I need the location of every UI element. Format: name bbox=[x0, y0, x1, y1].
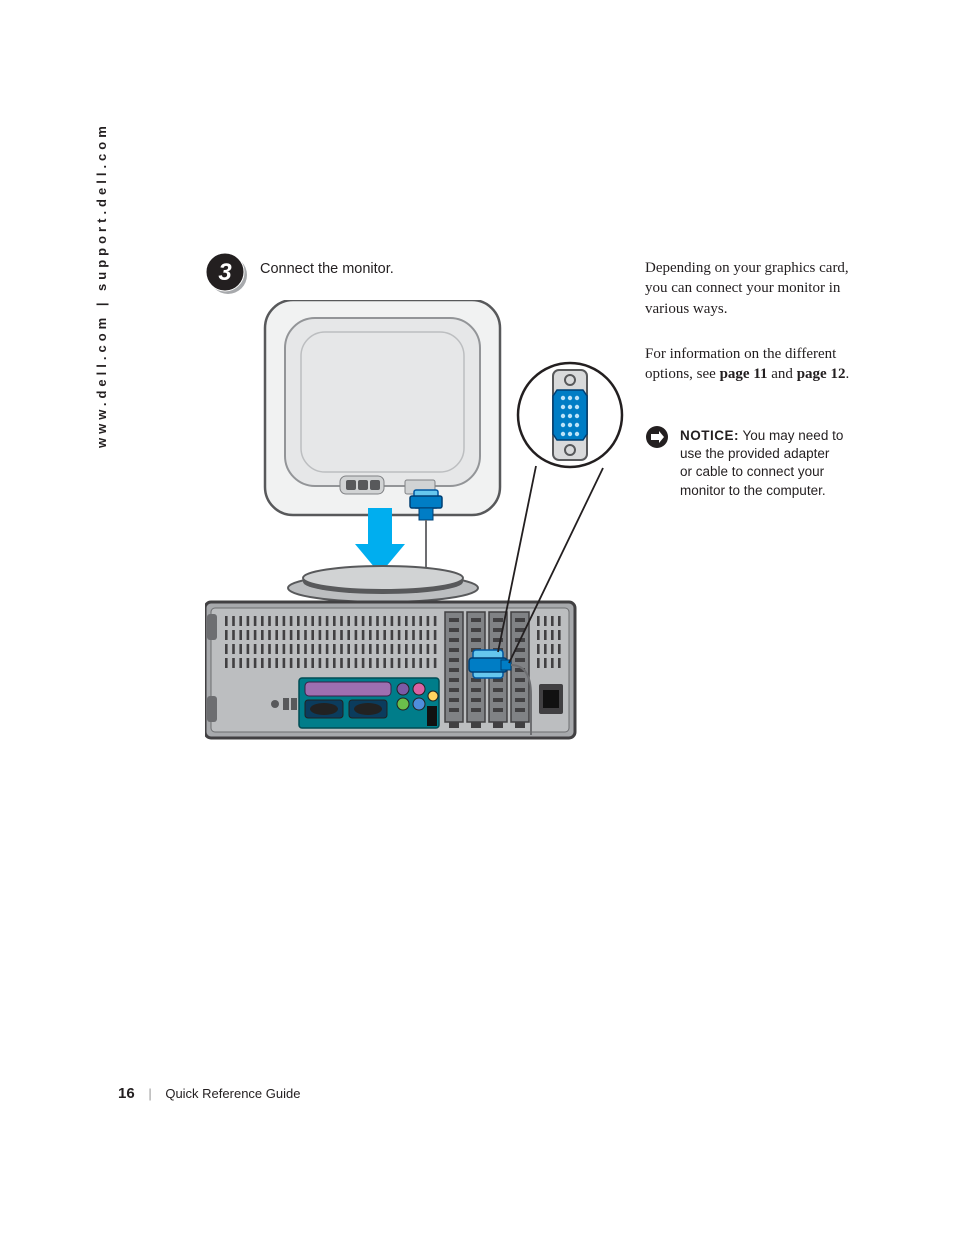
body-paragraph-2: For information on the different options… bbox=[645, 344, 850, 385]
step-label: Connect the monitor. bbox=[260, 261, 394, 277]
body-paragraph-1: Depending on your graphics card, you can… bbox=[645, 258, 850, 319]
notice-text: NOTICE: You may need to use the provided… bbox=[680, 427, 845, 500]
page-number: 16 bbox=[118, 1085, 135, 1102]
p2-end: . bbox=[845, 366, 849, 382]
document-page: www.dell.com | support.dell.com 3 Connec… bbox=[0, 0, 954, 1235]
footer-separator: | bbox=[148, 1086, 151, 1101]
notice-icon bbox=[645, 425, 669, 454]
page-ref-12: page 12 bbox=[797, 366, 846, 382]
side-url-text: www.dell.com | support.dell.com bbox=[94, 122, 109, 448]
setup-illustration bbox=[205, 300, 625, 760]
notice-label: NOTICE: bbox=[680, 428, 739, 443]
page-ref-11: page 11 bbox=[720, 366, 768, 382]
svg-text:3: 3 bbox=[218, 259, 232, 286]
footer-title: Quick Reference Guide bbox=[165, 1086, 300, 1101]
p2-and: and bbox=[768, 366, 797, 382]
step-number-badge: 3 bbox=[205, 252, 245, 292]
page-footer: 16 | Quick Reference Guide bbox=[118, 1085, 300, 1102]
